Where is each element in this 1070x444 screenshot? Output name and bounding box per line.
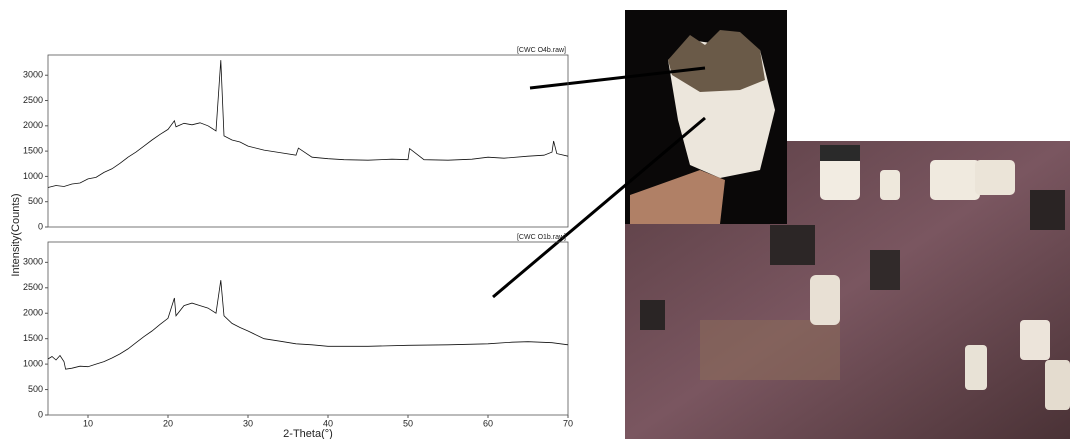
y-tick-label: 2500 (23, 95, 43, 105)
x-tick-label: 20 (163, 418, 173, 428)
plot-frame (48, 242, 568, 415)
x-tick-label: 70 (563, 418, 573, 428)
y-tick-label: 3000 (23, 70, 43, 80)
xrd-line (48, 60, 568, 187)
figure: Intensity(Counts) 2-Theta(°) [CWC O4b.ra… (0, 0, 1070, 439)
y-tick-label: 2000 (23, 120, 43, 130)
sample-photo (625, 10, 787, 224)
y-tick-label: 0 (38, 221, 43, 231)
x-tick-label: 40 (323, 418, 333, 428)
x-tick-label: 30 (243, 418, 253, 428)
y-axis-label: Intensity(Counts) (10, 193, 22, 276)
plot-frame (48, 55, 568, 227)
y-tick-label: 500 (28, 384, 43, 394)
y-tick-label: 1500 (23, 333, 43, 343)
x-tick-label: 60 (483, 418, 493, 428)
x-tick-label: 10 (83, 418, 93, 428)
y-tick-label: 1000 (23, 171, 43, 181)
y-tick-label: 2000 (23, 308, 43, 318)
y-tick-label: 0 (38, 409, 43, 419)
y-tick-label: 500 (28, 196, 43, 206)
xrd-line (48, 280, 568, 369)
file-annotation: [CWC O1b.raw] (517, 234, 566, 241)
file-annotation: [CWC O4b.raw] (517, 47, 566, 54)
y-tick-label: 3000 (23, 257, 43, 267)
x-axis-label: 2-Theta(°) (283, 428, 333, 439)
y-tick-label: 1500 (23, 145, 43, 155)
y-tick-label: 2500 (23, 282, 43, 292)
x-tick-label: 50 (403, 418, 413, 428)
y-tick-label: 1000 (23, 358, 43, 368)
